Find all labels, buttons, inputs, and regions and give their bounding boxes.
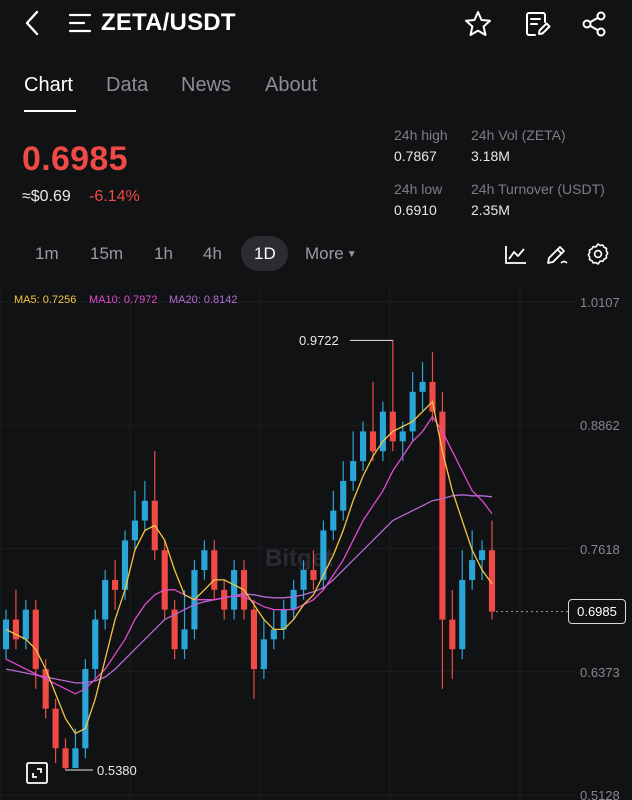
fiat-price: ≈$0.69 <box>22 188 71 205</box>
current-price-tag: 0.6985 <box>568 599 626 624</box>
ma10-line <box>5 415 493 695</box>
candle-body <box>270 629 277 640</box>
candle-body <box>429 381 436 412</box>
period-high-marker: 0.9722 <box>299 333 339 348</box>
candle-body <box>141 500 148 521</box>
candle-body <box>221 589 228 610</box>
ma5-legend: MA5: 0.7256 <box>14 294 77 306</box>
candle-body <box>379 411 386 452</box>
y-axis-label: 1.0107 <box>580 295 620 310</box>
candle-body <box>181 629 188 650</box>
fullscreen-icon[interactable] <box>25 761 49 785</box>
candle-body <box>350 461 357 481</box>
candle-body <box>439 411 446 620</box>
top-bar: ZETA/USDT <box>0 0 632 48</box>
indicator-icon[interactable] <box>503 241 529 267</box>
timeframe-1d[interactable]: 1D <box>254 244 276 263</box>
high-value: 0.7867 <box>394 148 437 164</box>
y-axis-label: 0.7618 <box>580 542 620 557</box>
y-axis-label: 0.8862 <box>580 418 620 433</box>
y-axis-label: 0.6373 <box>580 665 620 680</box>
candle-body <box>280 609 287 630</box>
candle-body <box>112 579 119 590</box>
volume-value: 3.18M <box>471 148 510 164</box>
candle-body <box>320 530 327 580</box>
candle-body <box>201 550 208 571</box>
settings-gear-icon[interactable] <box>585 241 611 267</box>
candle-body <box>469 560 476 580</box>
candle-body <box>72 748 79 769</box>
menu-icon[interactable] <box>68 12 92 34</box>
timeframe-1h[interactable]: 1h <box>154 244 173 263</box>
candle-body <box>231 570 238 610</box>
timeframe-4h[interactable]: 4h <box>203 244 222 263</box>
turnover-label: 24h Turnover (USDT) <box>471 181 605 197</box>
candle-body <box>369 431 377 452</box>
candle-body <box>171 609 178 650</box>
turnover-value: 2.35M <box>471 202 510 218</box>
candle-body <box>389 411 396 442</box>
candle-body <box>102 579 109 620</box>
active-tab-indicator <box>24 110 76 112</box>
ma20-legend: MA20: 0.8142 <box>169 294 238 306</box>
candle-body <box>300 570 307 590</box>
candle-body <box>32 609 39 670</box>
main-tabs: Chart Data News About <box>0 70 632 114</box>
candle-body <box>250 609 258 670</box>
tab-data[interactable]: Data <box>106 74 149 96</box>
candle-body <box>409 391 416 432</box>
candle-body <box>260 639 267 670</box>
timeframe-more[interactable]: More ▼ <box>305 244 357 264</box>
more-label: More <box>305 244 344 263</box>
note-icon[interactable] <box>522 9 552 39</box>
candle-body <box>310 570 317 580</box>
candle-body <box>419 381 426 392</box>
ma5-line <box>5 400 493 735</box>
y-axis-label: 0.5128 <box>580 788 620 800</box>
tab-news[interactable]: News <box>181 74 232 96</box>
candle-body <box>121 540 129 590</box>
draw-tool-icon[interactable] <box>544 241 570 267</box>
ma10-legend: MA10: 0.7972 <box>89 294 158 306</box>
low-label: 24h low <box>394 181 443 197</box>
ma20-line <box>5 494 493 684</box>
candle-body <box>399 431 406 442</box>
candle-body <box>161 550 168 610</box>
timeframe-selected-pill <box>241 236 288 271</box>
star-icon[interactable] <box>463 9 493 39</box>
candle-body <box>82 669 89 749</box>
candle-body <box>290 589 297 610</box>
high-label: 24h high <box>394 127 448 143</box>
candle-body <box>488 550 496 612</box>
candle-body <box>359 431 367 462</box>
candle-body <box>340 480 347 511</box>
timeframe-1m[interactable]: 1m <box>35 244 59 263</box>
candle-body <box>52 708 59 749</box>
candle-body <box>12 619 19 640</box>
candle-body <box>42 669 49 709</box>
volume-label: 24h Vol (ZETA) <box>471 127 566 143</box>
candle-body <box>211 550 218 590</box>
candle-body <box>92 619 99 670</box>
price-change: -6.14% <box>89 188 140 205</box>
share-icon[interactable] <box>579 9 609 39</box>
period-low-marker: 0.5380 <box>97 763 137 778</box>
tab-chart[interactable]: Chart <box>24 74 73 96</box>
candlestick-chart[interactable]: Bitget <box>0 280 632 800</box>
candle-body <box>62 748 69 769</box>
tab-about[interactable]: About <box>265 74 318 96</box>
timeframe-15m[interactable]: 15m <box>90 244 124 263</box>
last-price: 0.6985 <box>22 140 128 178</box>
candle-body <box>22 609 29 640</box>
candle-body <box>479 550 486 561</box>
candle-body <box>449 619 456 650</box>
candle-body <box>330 510 337 531</box>
candle-body <box>131 520 139 541</box>
caret-down-icon: ▼ <box>346 249 357 260</box>
back-icon[interactable] <box>18 8 48 38</box>
candle-body <box>459 579 466 650</box>
low-value: 0.6910 <box>394 202 437 218</box>
candle-body <box>2 619 10 650</box>
pair-title[interactable]: ZETA/USDT <box>101 9 236 36</box>
